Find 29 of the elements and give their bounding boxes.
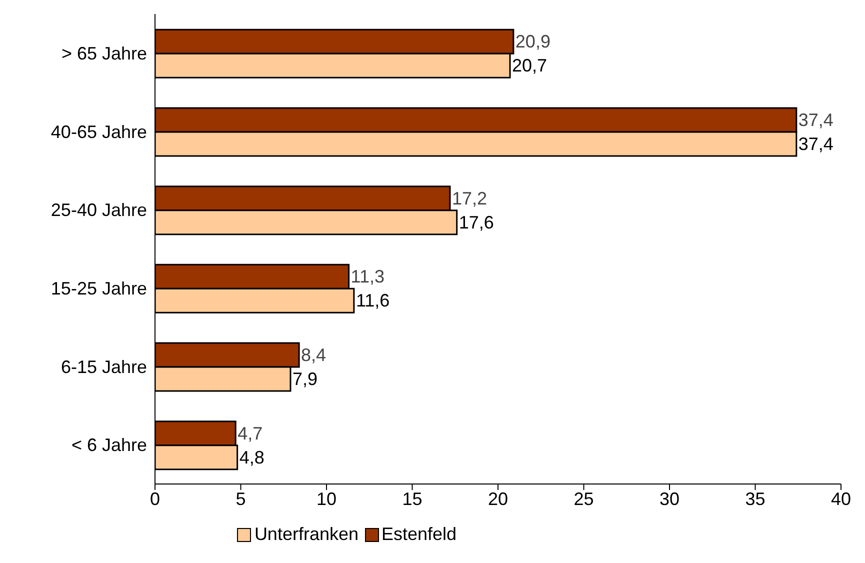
- data-label: 4,8: [239, 447, 264, 468]
- x-tick-label: 0: [150, 488, 160, 509]
- legend-label: Estenfeld: [380, 524, 457, 545]
- x-tick-label: 5: [236, 488, 246, 509]
- x-tick-label: 15: [402, 488, 422, 509]
- data-label: 20,7: [512, 56, 548, 76]
- data-label: 11,6: [356, 290, 390, 311]
- data-label: 11,3: [350, 266, 384, 287]
- y-tick-label: 6-15 Jahre: [60, 356, 147, 377]
- x-tick-label: 30: [659, 488, 680, 509]
- legend-label: Unterfranken: [253, 524, 358, 545]
- y-tick-label: > 65 Jahre: [61, 44, 147, 64]
- y-tick-label: 40-65 Jahre: [50, 122, 147, 142]
- x-tick-label: 25: [574, 488, 594, 509]
- data-label: 4,7: [238, 423, 263, 444]
- data-label: 7,9: [292, 369, 318, 389]
- data-label: 17,6: [458, 212, 494, 232]
- y-tick-label: 15-25 Jahre: [50, 278, 147, 299]
- x-tick-label: 20: [488, 488, 508, 509]
- data-label: 37,4: [798, 134, 834, 154]
- x-tick-label: 10: [316, 488, 337, 509]
- x-tick-label: 35: [745, 488, 766, 509]
- data-label: 8,4: [301, 345, 326, 365]
- y-tick-label: < 6 Jahre: [71, 435, 147, 456]
- data-label: 17,2: [452, 188, 488, 208]
- x-tick-label: 40: [830, 488, 852, 509]
- data-label: 37,4: [798, 110, 834, 130]
- data-label: 20,9: [515, 32, 550, 52]
- y-tick-label: 25-40 Jahre: [50, 200, 147, 220]
